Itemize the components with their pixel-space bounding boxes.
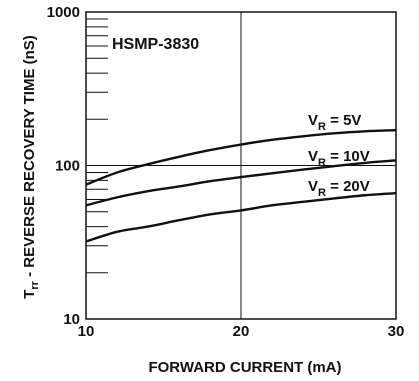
series-label-sub: R [318,121,326,133]
series-label-rest: = 20V [326,178,370,195]
series-line-1 [85,159,397,207]
series-label-1: VR = 10V [308,148,370,169]
chart-title: HSMP-3830 [112,36,199,53]
y-axis-title-rest: - REVERSE RECOVERY TIME (nS) [21,35,38,281]
tick-layer [86,18,108,274]
y-tick-labels: 10 100 1000 [47,4,80,328]
series-label-main: V [308,112,318,129]
series-label-rest: = 5V [326,112,361,129]
x-tick-label: 20 [233,323,250,340]
x-axis-title: FORWARD CURRENT (mA) [148,359,341,376]
series-label-main: V [308,178,318,195]
y-tick-label: 10 [63,311,80,328]
series-line-0 [85,128,397,186]
x-tick-label: 10 [78,323,95,340]
y-axis-title-sub: rr [29,280,41,289]
series-label-sub: R [318,157,326,169]
y-axis-title: Trr - REVERSE RECOVERY TIME (nS) [21,35,41,299]
x-tick-label: 30 [388,323,405,340]
series-label-sub: R [318,187,326,199]
series-label-rest: = 10V [326,148,370,165]
series-label-2: VR = 20V [308,178,370,199]
series-label-0: VR = 5V [308,112,361,133]
series-label-main: V [308,148,318,165]
y-axis-title-main: T [21,290,38,299]
plot-frame [85,11,397,320]
y-tick-label: 100 [55,158,80,175]
series-line-2 [85,192,397,243]
x-tick-labels: 10 20 30 [78,323,405,340]
series-layer [85,128,397,243]
y-tick-label: 1000 [47,4,80,21]
